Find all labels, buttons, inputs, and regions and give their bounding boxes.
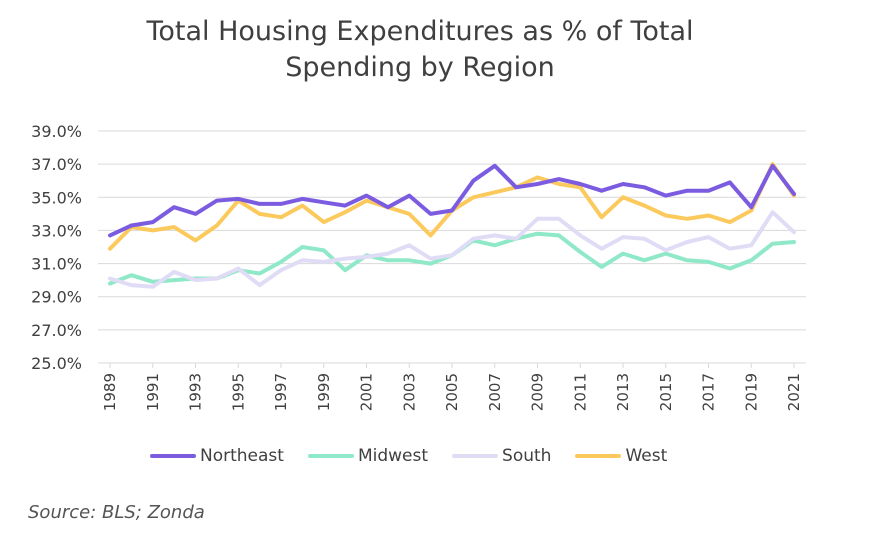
y-tick-label: 33.0% (31, 221, 82, 240)
x-tick-label: 2019 (742, 373, 760, 411)
chart-title-line-1: Total Housing Expenditures as % of Total (146, 16, 694, 47)
x-tick-label: 2015 (657, 373, 675, 411)
legend-label-west: West (625, 446, 668, 466)
y-tick-label: 39.0% (31, 122, 82, 141)
x-tick-label: 2003 (400, 373, 418, 411)
legend-item-northeast: Northeast (150, 446, 284, 466)
source-note: Source: BLS; Zonda (28, 502, 205, 523)
series-line-south (108, 210, 796, 289)
gridlines (98, 130, 806, 364)
x-tick-label: 2005 (443, 373, 461, 411)
x-tick-label: 2021 (785, 373, 803, 411)
legend-label-south: South (502, 446, 552, 466)
legend-label-midwest: Midwest (357, 446, 429, 466)
x-tick-label: 1999 (315, 373, 333, 411)
y-tick-label: 25.0% (31, 354, 82, 373)
legend-item-midwest: Midwest (307, 446, 429, 466)
y-tick-label: 35.0% (31, 188, 82, 207)
x-tick-label: 1993 (187, 373, 205, 411)
x-tick-label: 1989 (101, 373, 119, 411)
series-lines (108, 162, 796, 289)
legend-item-west: West (575, 446, 667, 466)
legend-swatch-northeast (150, 454, 196, 458)
y-tick-label: 29.0% (31, 288, 82, 307)
y-axis: 39.0% 37.0% 35.0% 33.0% 31.0% 29.0% 27.0% 25.0% (31, 122, 82, 373)
x-tick-label: 2017 (700, 373, 718, 411)
series-line-northeast (108, 163, 796, 238)
legend-label-northeast: Northeast (200, 446, 284, 466)
chart-title-line-2: Spending by Region (285, 52, 555, 83)
series-line-west (108, 162, 796, 251)
x-tick-label: 2001 (358, 373, 376, 411)
x-tick-label: 1995 (229, 373, 247, 411)
x-tick-label: 2013 (614, 373, 632, 411)
y-tick-label: 31.0% (31, 255, 82, 274)
legend: Northeast Midwest South West (150, 446, 691, 466)
x-tick-label: 1991 (144, 373, 162, 411)
x-tick-label: 2009 (529, 373, 547, 411)
y-tick-label: 27.0% (31, 321, 82, 340)
legend-item-south: South (452, 446, 551, 466)
x-tick-label: 1997 (272, 373, 290, 411)
x-tick-label: 2011 (571, 373, 589, 411)
legend-swatch-midwest (307, 454, 354, 458)
x-axis: 1989 1991 1993 1995 1997 1999 2001 2003 2005 2007… (101, 363, 803, 411)
y-tick-label: 37.0% (31, 155, 82, 174)
legend-swatch-west (575, 454, 622, 458)
x-tick-label: 2007 (486, 373, 504, 411)
chart-title: Total Housing Expenditures as % of Total… (60, 14, 780, 86)
legend-swatch-south (452, 454, 499, 458)
